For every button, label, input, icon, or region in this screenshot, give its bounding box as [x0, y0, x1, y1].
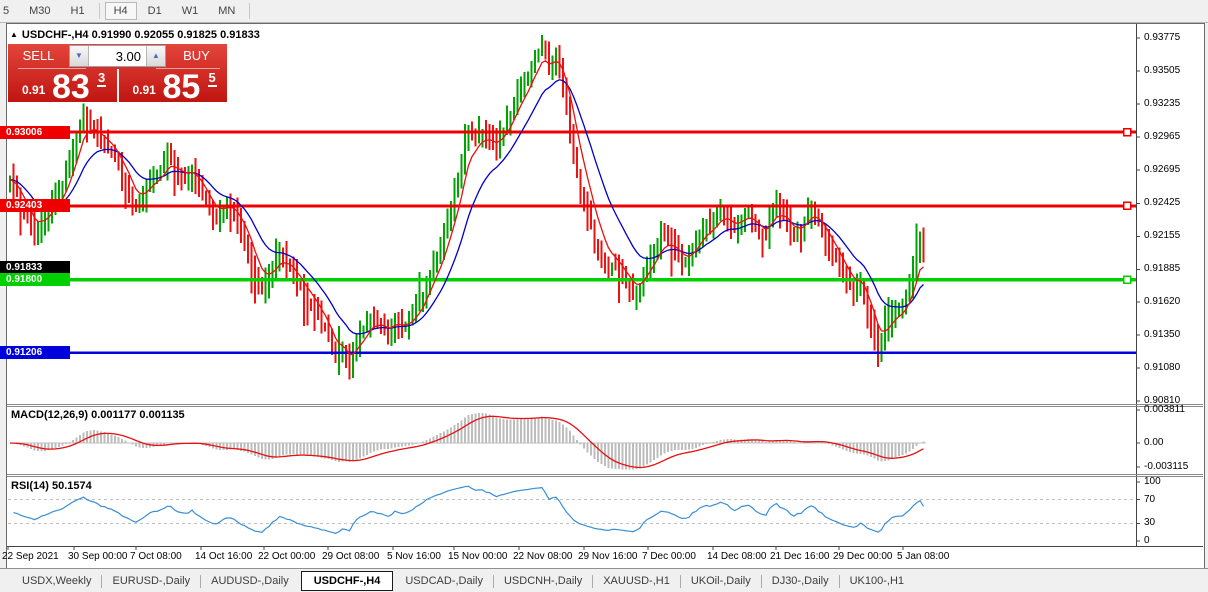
- price-axis-tick: 0.92425: [1144, 197, 1181, 209]
- sell-button[interactable]: SELL: [22, 48, 55, 63]
- time-axis-label: 22 Nov 08:00: [513, 551, 573, 562]
- price-axis-tick: 0.90810: [1144, 395, 1181, 406]
- timeframe-button-H1[interactable]: H1: [70, 5, 85, 17]
- buy-price-display[interactable]: 0.91 85 5: [119, 68, 228, 106]
- time-axis-label: 5 Nov 16:00: [387, 551, 441, 562]
- level-price-label: 0.93006: [0, 125, 70, 139]
- time-axis-label: 5 Jan 08:00: [897, 551, 950, 562]
- macd-axis-tick: 0.00: [1144, 437, 1164, 448]
- volume-decrease-icon[interactable]: ▼: [70, 46, 89, 66]
- toolbar-separator: [249, 3, 251, 19]
- chart-title: ▲ USDCHF-,H4 0.91990 0.92055 0.91825 0.91…: [10, 29, 260, 41]
- tab-separator: [592, 574, 594, 588]
- timeframe-button-H4[interactable]: H4: [104, 2, 137, 20]
- tab-ukoil-daily[interactable]: UKOil-,Daily: [690, 575, 751, 587]
- toolbar-separator: [98, 3, 100, 19]
- sell-price-big: 83: [52, 68, 90, 106]
- time-axis-label: 30 Sep 00:00: [68, 551, 128, 562]
- buy-price-big: 85: [162, 68, 201, 106]
- price-axis-tick: 0.93775: [1144, 32, 1181, 43]
- time-axis-label: 29 Oct 08:00: [322, 551, 380, 562]
- time-axis-label: 7 Oct 08:00: [130, 551, 182, 562]
- time-axis-label: 29 Nov 16:00: [578, 551, 638, 562]
- tab-usdchf-h4[interactable]: USDCHF-,H4: [300, 571, 394, 591]
- timeframe-button-M30[interactable]: M30: [29, 5, 51, 17]
- tab-separator: [679, 574, 681, 588]
- tab-usdx-weekly[interactable]: USDX,Weekly: [22, 575, 92, 587]
- collapse-panel-icon[interactable]: ▲: [10, 30, 18, 39]
- timeframe-button-5[interactable]: 5: [3, 5, 10, 17]
- rsi-axis-tick: 100: [1144, 476, 1161, 487]
- tab-separator: [492, 574, 494, 588]
- volume-spinner: ▼ ▲: [69, 45, 166, 67]
- time-axis-label: 22 Sep 2021: [2, 551, 59, 562]
- sell-price-prefix: 0.91: [22, 83, 46, 97]
- volume-increase-icon[interactable]: ▲: [146, 46, 165, 66]
- current-price-label: 0.91833: [0, 260, 70, 274]
- tab-xauusd-h1[interactable]: XAUUSD-,H1: [603, 575, 670, 587]
- price-axis-tick: 0.92965: [1144, 131, 1181, 143]
- price-axis-tick: 0.93235: [1144, 98, 1181, 110]
- price-axis-tick: 0.91620: [1144, 295, 1181, 307]
- macd-axis-tick: -0.003115: [1144, 461, 1189, 472]
- tab-uk100-h1[interactable]: UK100-,H1: [849, 575, 905, 587]
- price-axis-tick: 0.93505: [1144, 65, 1181, 77]
- price-axis-tick: 0.91885: [1144, 263, 1181, 275]
- macd-axis-tick: 0.003811: [1144, 404, 1185, 415]
- timeframe-button-W1[interactable]: W1: [181, 5, 199, 17]
- chart-symbol-period: USDCHF-,H4: [21, 29, 89, 41]
- sell-price-sup: 3: [97, 70, 107, 87]
- tab-eurusd-daily[interactable]: EURUSD-,Daily: [112, 575, 191, 587]
- rsi-label: RSI(14) 50.1574: [11, 480, 92, 492]
- level-price-label: 0.91206: [0, 346, 70, 360]
- buy-button[interactable]: BUY: [183, 48, 210, 63]
- one-click-trade-panel: SELL ▼ ▲ BUY 0.91 83 3 0.91 85 5: [8, 44, 228, 106]
- rsi-axis-tick: 0: [1144, 535, 1150, 546]
- symbol-tabbar: USDX,Weekly EURUSD-,Daily AUDUSD-,Daily USD…: [0, 568, 1208, 592]
- tab-usdcad-daily[interactable]: USDCAD-,Daily: [405, 575, 483, 587]
- price-axis-tick: 0.92695: [1144, 164, 1181, 176]
- time-axis-label: 7 Dec 00:00: [642, 551, 696, 562]
- time-axis-label: 14 Dec 08:00: [707, 551, 767, 562]
- time-axis-label: 22 Oct 00:00: [258, 551, 316, 562]
- buy-price-prefix: 0.91: [132, 83, 156, 97]
- time-axis-label: 29 Dec 00:00: [833, 551, 893, 562]
- tab-separator: [101, 574, 103, 588]
- timeframe-button-D1[interactable]: D1: [147, 5, 162, 17]
- price-axis-tick: 0.92155: [1144, 230, 1181, 242]
- buy-price-sup: 5: [207, 70, 217, 87]
- tab-audusd-daily[interactable]: AUDUSD-,Daily: [211, 575, 289, 587]
- time-axis-label: 15 Nov 00:00: [448, 551, 508, 562]
- time-axis-label: 14 Oct 16:00: [195, 551, 253, 562]
- timeframe-toolbar: 5 M30 H1 H4 D1 W1 MN: [0, 0, 1208, 23]
- tab-usdcnh-daily[interactable]: USDCNH-,Daily: [503, 575, 583, 587]
- rsi-axis-tick: 30: [1144, 517, 1156, 529]
- level-price-label: 0.92403: [0, 199, 70, 213]
- price-axis-tick: 0.91080: [1144, 361, 1181, 373]
- rsi-axis-tick: 70: [1144, 493, 1156, 505]
- chart-ohlc-values: 0.91990 0.92055 0.91825 0.91833: [91, 29, 260, 41]
- price-axis-tick: 0.91350: [1144, 328, 1181, 340]
- tab-separator: [760, 574, 762, 588]
- sell-price-display[interactable]: 0.91 83 3: [8, 68, 119, 106]
- level-price-label: 0.91800: [0, 273, 70, 287]
- timeframe-button-MN[interactable]: MN: [218, 5, 236, 17]
- tab-dj30-daily[interactable]: DJ30-,Daily: [771, 575, 829, 587]
- time-axis-label: 21 Dec 16:00: [770, 551, 830, 562]
- tab-separator: [838, 574, 840, 588]
- tab-separator: [200, 574, 202, 588]
- volume-input[interactable]: [89, 46, 146, 66]
- macd-label: MACD(12,26,9) 0.001177 0.001135: [11, 409, 185, 421]
